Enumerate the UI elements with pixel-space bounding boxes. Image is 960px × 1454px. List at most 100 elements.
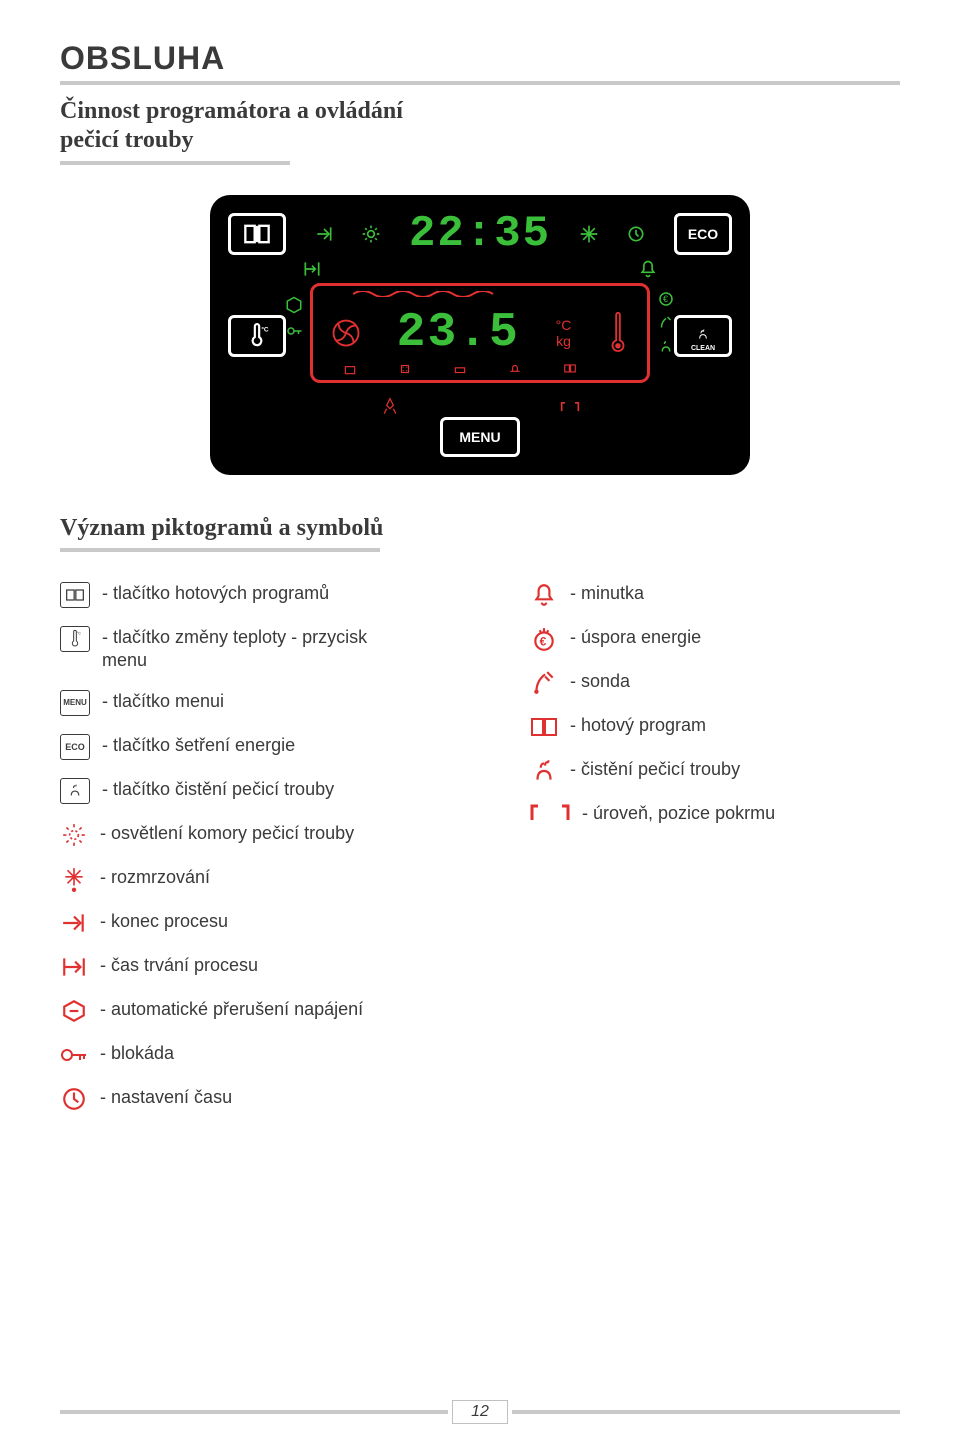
subtitle: Činnost programátora a ovládání pečicí t… [60, 97, 900, 155]
light-icon [60, 822, 88, 848]
legend-row: - osvětlení komory pečicí trouby [60, 822, 430, 848]
legend-row: - blokáda [60, 1042, 430, 1068]
legend-columns: - tlačítko hotových programů °C - tlačít… [60, 582, 900, 1113]
oven-display-panel: °C ECO CLEAN MENU 22:35 23.5 °C [210, 195, 750, 475]
clean-button[interactable]: CLEAN [674, 315, 732, 357]
legend-row: - automatické přerušení napájení [60, 998, 430, 1024]
legend-text: - úroveň, pozice pokrmu [582, 802, 775, 825]
display-area: 22:35 23.5 °C kg [300, 209, 660, 409]
legend-row: - čas trvání procesu [60, 954, 430, 980]
footer-line-left [60, 1410, 448, 1414]
legend-row: - rozmrzování [60, 866, 430, 892]
clock-set-icon [60, 1086, 88, 1112]
probe-icon [657, 314, 675, 332]
legend-right-col: - minutka € - úspora energie - sonda - h… [530, 582, 900, 1113]
legend-row: - sonda [530, 670, 900, 696]
duration-icon [60, 954, 88, 980]
legend-text: - rozmrzování [100, 866, 210, 889]
lock-icon [60, 1042, 88, 1068]
svg-text:°C: °C [77, 631, 81, 635]
program-book-icon [530, 714, 558, 740]
mini-icon [343, 362, 357, 376]
legend-row: - čistění pečicí trouby [530, 758, 900, 784]
legend-row: - nastavení času [60, 1086, 430, 1112]
legend-left-col: - tlačítko hotových programů °C - tlačít… [60, 582, 430, 1113]
steam-small-icon [657, 338, 675, 356]
legend-row: - minutka [530, 582, 900, 608]
menu-button-icon: MENU [60, 690, 90, 716]
eco-small-label: ECO [65, 742, 85, 754]
temp-button-icon: °C [60, 626, 90, 652]
menu-small-label: MENU [63, 698, 87, 708]
book-button-icon [60, 582, 90, 608]
legend-text: - osvětlení komory pečicí trouby [100, 822, 354, 845]
divider [60, 81, 900, 85]
divider-short-2 [60, 548, 380, 552]
mini-icon [398, 362, 412, 376]
sun-icon [361, 224, 381, 244]
end-icon [314, 224, 334, 244]
eco-label: ECO [688, 226, 718, 242]
legend-row: - tlačítko hotových programů [60, 582, 430, 608]
hex-icon [285, 296, 303, 314]
clock-icon [626, 224, 646, 244]
legend-text: - hotový program [570, 714, 706, 737]
subtitle-line1: Činnost programátora a ovládání [60, 98, 403, 124]
eco-button[interactable]: ECO [674, 213, 732, 255]
fan-icon [331, 318, 361, 348]
steam-icon [693, 328, 713, 344]
eco-button-icon: ECO [60, 734, 90, 760]
legend-row: ECO - tlačítko šetření energie [60, 734, 430, 760]
legend-text: - automatické přerušení napájení [100, 998, 363, 1021]
mini-icon [508, 362, 522, 376]
wave-icon [353, 291, 607, 297]
legend-text: - tlačítko změny teploty - przycisk [102, 627, 367, 647]
legend-row: - hotový program [530, 714, 900, 740]
kg-label: kg [556, 333, 571, 349]
divider-short [60, 161, 290, 165]
bell-icon [638, 259, 658, 279]
thermometer-large-icon [607, 308, 629, 358]
legend-text: - úspora energie [570, 626, 701, 649]
clean-steam-icon [530, 758, 558, 784]
page-title: OBSLUHA [60, 40, 900, 77]
page-number: 12 [452, 1400, 508, 1424]
temperature-display: 23.5 [397, 306, 520, 360]
display-top-row: 22:35 [300, 209, 660, 259]
temperature-button[interactable]: °C [228, 315, 286, 357]
clean-button-icon [60, 778, 90, 804]
defrost-icon [60, 866, 88, 892]
auto-off-icon [60, 998, 88, 1024]
legend-text: - tlačítko šetření energie [102, 734, 295, 757]
programs-button[interactable] [228, 213, 286, 255]
legend-text: - konec procesu [100, 910, 228, 933]
clean-label: CLEAN [691, 345, 715, 352]
legend-title: Význam piktogramů a symbolů [60, 515, 900, 542]
duration-icon [302, 259, 322, 279]
legend-row: - konec procesu [60, 910, 430, 936]
menu-label: MENU [459, 429, 500, 445]
level-icon [560, 400, 580, 414]
legend-row: MENU - tlačítko menui [60, 690, 430, 716]
legend-text-extra: menu [102, 650, 147, 670]
legend-text: - tlačítko čistění pečicí trouby [102, 778, 334, 801]
bell-icon [530, 582, 558, 608]
euro-icon: € [657, 290, 675, 308]
legend-text: - čas trvání procesu [100, 954, 258, 977]
temp-unit: °C [556, 317, 572, 333]
legend-row: € - úspora energie [530, 626, 900, 652]
legend-text: - čistění pečicí trouby [570, 758, 740, 781]
display-bottom-row [300, 387, 660, 427]
subtitle-line2: pečicí trouby [60, 127, 194, 153]
thermometer-icon: °C [243, 323, 271, 349]
svg-text:€: € [663, 294, 668, 304]
svg-text:€: € [540, 634, 547, 648]
energy-save-icon: € [530, 626, 558, 652]
mini-icon [453, 362, 467, 376]
temp-display-box: 23.5 °C kg € [310, 283, 650, 383]
key-icon [285, 322, 303, 340]
legend-text: - sonda [570, 670, 630, 693]
footer: 12 [60, 1400, 900, 1424]
rocket-icon [380, 397, 400, 417]
time-display: 22:35 [409, 209, 551, 259]
